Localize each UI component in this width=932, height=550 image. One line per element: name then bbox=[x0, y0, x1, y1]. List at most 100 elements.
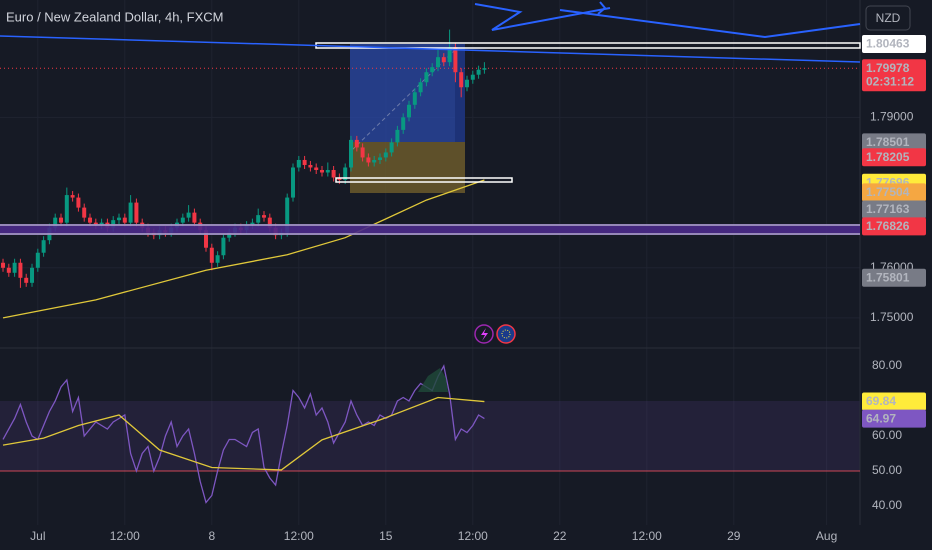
candle-body bbox=[401, 117, 406, 130]
chart-title: Euro / New Zealand Dollar, 4h, FXCM bbox=[6, 9, 223, 24]
price-badge-label: 1.78205 bbox=[866, 150, 910, 164]
path-arrow bbox=[597, 1, 607, 15]
candle-body bbox=[122, 217, 127, 223]
candle-body bbox=[366, 157, 371, 163]
loss-zone bbox=[350, 142, 465, 193]
candle-body bbox=[465, 79, 470, 88]
x-tick-label: 15 bbox=[379, 529, 393, 543]
drawings-front bbox=[0, 1, 861, 392]
price-badge bbox=[862, 148, 926, 167]
candle-body bbox=[325, 169, 330, 173]
candle-body bbox=[383, 152, 388, 158]
candle-body bbox=[256, 215, 261, 223]
candle-body bbox=[296, 159, 301, 168]
path-drawing bbox=[474, 3, 611, 31]
y-tick-label: 1.79000 bbox=[870, 110, 914, 124]
candle-body bbox=[99, 222, 104, 226]
candle-body bbox=[53, 217, 58, 228]
moving-average bbox=[2, 179, 485, 319]
candle-body bbox=[192, 212, 197, 223]
candle-body bbox=[209, 247, 214, 263]
profit-zone bbox=[350, 44, 465, 142]
candle-body bbox=[372, 159, 377, 163]
drawings-back bbox=[350, 44, 465, 193]
price-badge bbox=[862, 268, 926, 287]
candle-body bbox=[447, 47, 452, 63]
price-badge bbox=[862, 200, 926, 219]
candle-body bbox=[482, 68, 487, 70]
candle-body bbox=[407, 104, 412, 118]
price-badge-label: 1.77504 bbox=[866, 185, 910, 199]
flag-icon[interactable] bbox=[496, 324, 516, 344]
profit-zone-filled bbox=[455, 44, 465, 142]
price-badge bbox=[862, 34, 926, 53]
candle-body bbox=[436, 57, 441, 68]
currency-label[interactable]: NZD bbox=[876, 11, 901, 25]
x-tick-label: Aug bbox=[816, 529, 837, 543]
candle-body bbox=[12, 262, 17, 273]
candle-body bbox=[1, 262, 6, 268]
x-tick-label: 12:00 bbox=[632, 529, 662, 543]
candle-body bbox=[35, 252, 40, 268]
path-drawing bbox=[559, 9, 861, 39]
rsi-line bbox=[2, 364, 485, 504]
candle-body bbox=[453, 47, 458, 73]
overbought-fill bbox=[418, 368, 448, 392]
candle-body bbox=[389, 142, 394, 153]
price-badge bbox=[862, 409, 926, 428]
candle-body bbox=[262, 215, 267, 218]
candle-body bbox=[180, 217, 185, 223]
currency-button[interactable] bbox=[865, 5, 911, 31]
y-tick-label: 50.00 bbox=[872, 463, 902, 477]
candle-body bbox=[24, 277, 29, 283]
candle-body bbox=[227, 232, 232, 238]
x-tick-label: 29 bbox=[727, 529, 741, 543]
price-badge-label: 1.78501 bbox=[866, 135, 910, 149]
candle-body bbox=[354, 139, 359, 148]
price-badge-label: 69.84 bbox=[866, 394, 896, 408]
price-badge bbox=[862, 217, 926, 236]
candle-body bbox=[424, 72, 429, 83]
x-tick-label: 8 bbox=[208, 529, 215, 543]
candle-body bbox=[302, 159, 307, 165]
candle-body bbox=[441, 57, 446, 63]
price-badge-label: 64.97 bbox=[866, 411, 896, 425]
candle-body bbox=[412, 92, 417, 105]
candle-body bbox=[215, 255, 220, 263]
x-tick-label: Jul bbox=[30, 529, 45, 543]
price-badge-label: 1.75801 bbox=[866, 270, 910, 284]
candle-body bbox=[76, 197, 81, 208]
candle-body bbox=[430, 67, 435, 73]
event-icon-glyph bbox=[481, 328, 488, 341]
candle-body bbox=[337, 177, 342, 181]
countdown: 02:31:12 bbox=[866, 74, 914, 88]
price-badge bbox=[862, 59, 926, 92]
price-badge-label: 1.79978 bbox=[866, 61, 910, 75]
candle-body bbox=[88, 217, 93, 223]
price-badge bbox=[862, 133, 926, 152]
candle-body bbox=[250, 222, 255, 226]
candle-body bbox=[128, 202, 133, 223]
price-badge-label: 1.80463 bbox=[866, 37, 910, 51]
price-badge-label: 1.76826 bbox=[866, 219, 910, 233]
candle-body bbox=[308, 164, 313, 168]
candle-body bbox=[93, 222, 98, 226]
candle-body bbox=[331, 169, 336, 178]
candle-body bbox=[395, 129, 400, 143]
trend-line bbox=[0, 35, 861, 63]
candle-body bbox=[18, 262, 23, 278]
candle-body bbox=[470, 74, 475, 80]
price-badge bbox=[862, 183, 926, 202]
candle-body bbox=[291, 167, 296, 198]
candle-body bbox=[267, 217, 272, 228]
candle-body bbox=[59, 217, 64, 223]
candle-body bbox=[82, 207, 87, 218]
price-badge bbox=[862, 392, 926, 411]
flag-icon-glyph bbox=[501, 329, 511, 339]
x-tick-label: 12:00 bbox=[458, 529, 488, 543]
y-tick-label: 1.75000 bbox=[870, 310, 914, 324]
candle-body bbox=[314, 167, 319, 170]
price-badge-label: 1.77163 bbox=[866, 202, 910, 216]
